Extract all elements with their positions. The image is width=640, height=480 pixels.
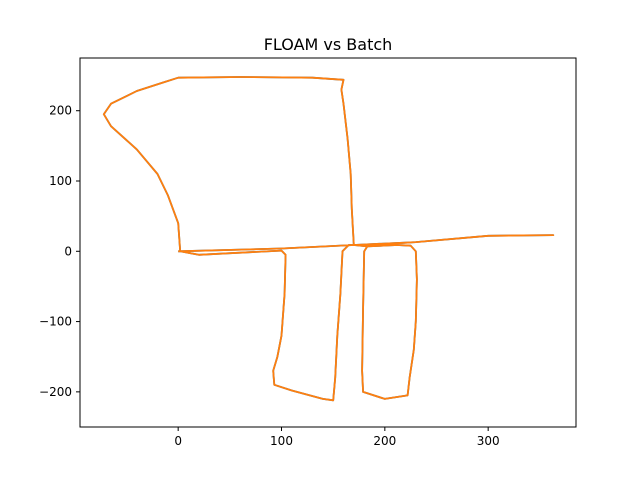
tick-layer: 0 100 200 300 −200 −100 0 100 200 xyxy=(39,104,500,448)
trajectory-line-2 xyxy=(102,76,555,402)
x-tick-label: 0 xyxy=(174,434,182,448)
x-tick-label: 300 xyxy=(477,434,500,448)
plot-frame xyxy=(79,57,577,428)
y-tick-label: −100 xyxy=(39,315,72,329)
series-layer xyxy=(102,76,555,402)
chart-title: FLOAM vs Batch xyxy=(264,35,393,54)
x-tick-label: 100 xyxy=(270,434,293,448)
plot-area xyxy=(80,58,576,427)
y-tick-label: −200 xyxy=(39,385,72,399)
y-tick-label: 200 xyxy=(49,104,72,118)
y-tick-label: 0 xyxy=(64,244,72,258)
y-tick-label: 100 xyxy=(49,174,72,188)
x-tick-label: 200 xyxy=(373,434,396,448)
